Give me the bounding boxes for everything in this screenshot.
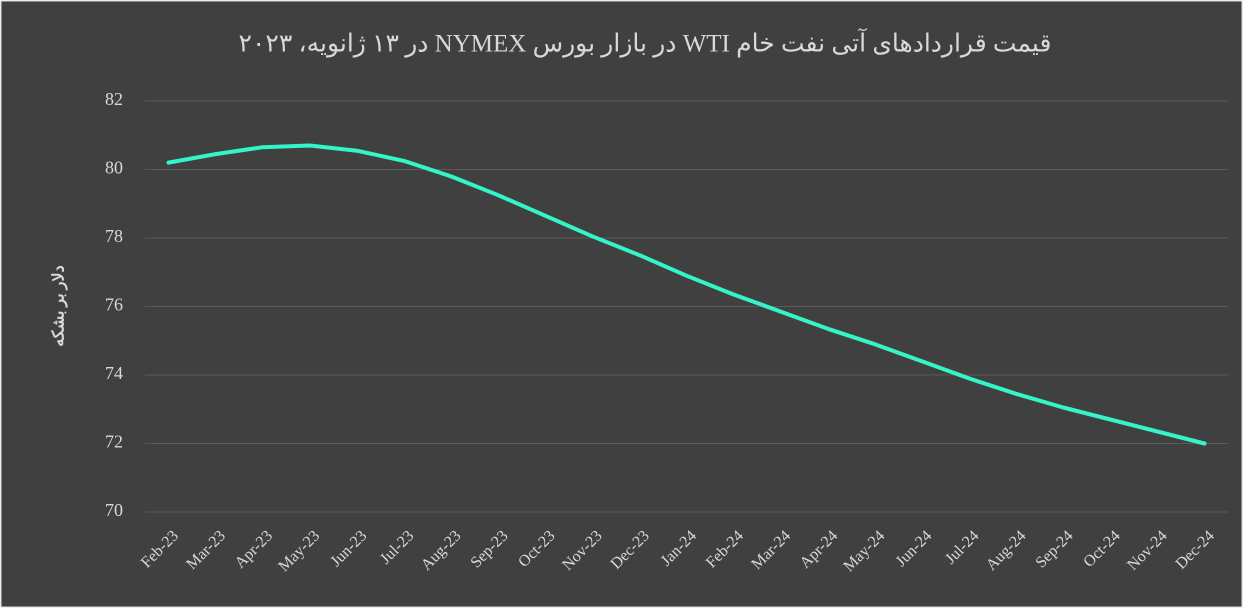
y-axis-label: دلار بر بشکه: [51, 265, 69, 346]
y-tick-label: 76: [105, 295, 123, 315]
y-tick-label: 80: [105, 158, 123, 178]
y-tick-label: 74: [105, 363, 123, 383]
line: [166, 143, 1207, 446]
y-tick-label: 72: [105, 432, 123, 452]
chart-title: قیمت قراردادهای آتی نفت خام WTI در بازار…: [239, 28, 1052, 59]
y-tick-label: 70: [105, 500, 123, 520]
y-tick-label: 78: [105, 226, 123, 246]
y-tick-label: 82: [105, 89, 123, 109]
